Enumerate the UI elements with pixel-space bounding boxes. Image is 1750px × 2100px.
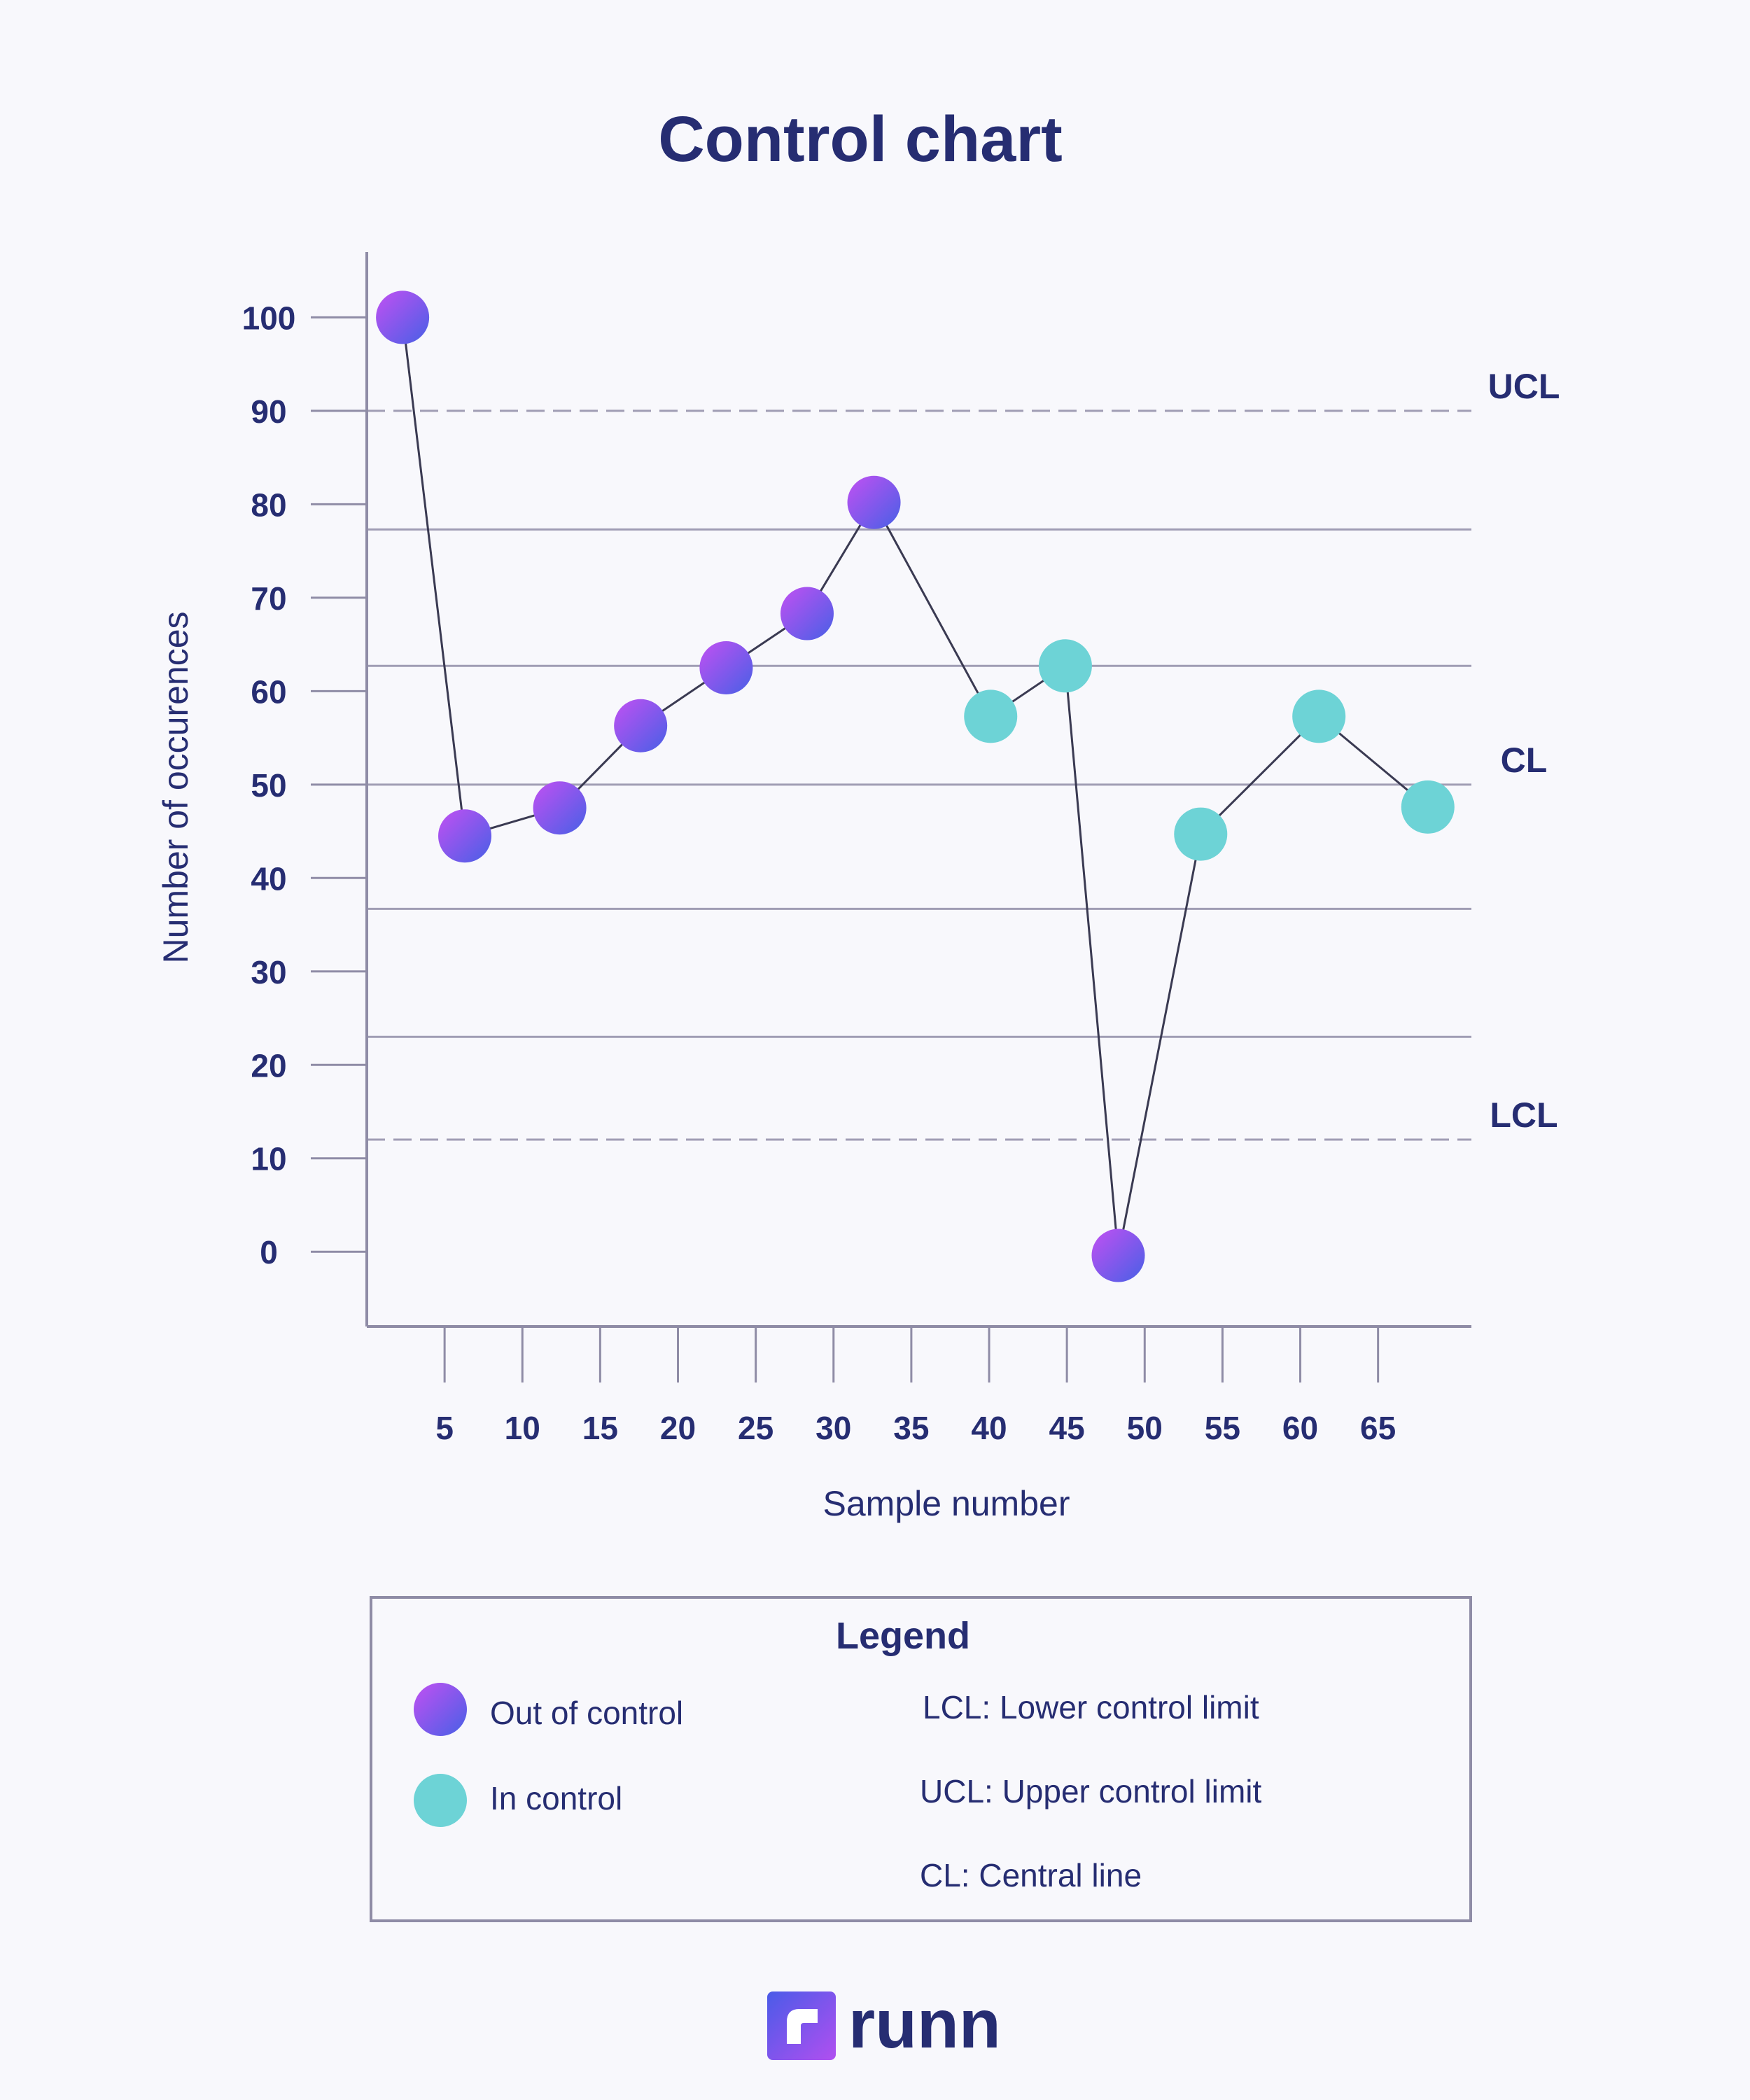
reference-lines — [367, 410, 1471, 1141]
y-tick-label-30: 30 — [251, 954, 286, 990]
legend-lcl-definition: LCL: Lower control limit — [923, 1689, 1259, 1726]
y-tick-label-0: 0 — [260, 1234, 278, 1270]
legend-out-of-control-marker — [414, 1683, 467, 1736]
runn-logo-glyph — [787, 2009, 818, 2044]
limit-labels: UCL CL LCL — [1488, 367, 1560, 1135]
x-tick-label-30: 30 — [816, 1410, 851, 1446]
series-segment-10 — [1117, 834, 1202, 1256]
series-segment-9 — [1064, 666, 1119, 1256]
y-tick-label-50: 50 — [251, 767, 286, 804]
brand-logo: runn — [767, 1985, 1001, 2062]
data-point-8-in-control — [964, 690, 1018, 743]
series-segment-7 — [873, 502, 992, 718]
data-points — [376, 290, 1455, 1282]
legend-cl-definition: CL: Central line — [920, 1857, 1142, 1893]
y-tick-label-20: 20 — [251, 1047, 286, 1084]
y-tick-label-80: 80 — [251, 486, 286, 523]
data-point-6-out-of-control — [780, 587, 834, 640]
legend-title: Legend — [836, 1615, 970, 1657]
chart-title: Control chart — [658, 104, 1063, 175]
x-tick-label-15: 15 — [582, 1410, 618, 1446]
x-tick-label-25: 25 — [738, 1410, 774, 1446]
series-segment-1 — [401, 317, 466, 836]
legend-in-control-label: In control — [490, 1780, 622, 1816]
x-tick-label-55: 55 — [1205, 1410, 1240, 1446]
x-tick-label-20: 20 — [660, 1410, 696, 1446]
y-tick-label-10: 10 — [251, 1141, 286, 1177]
legend-ucl-definition: UCL: Upper control limit — [920, 1773, 1261, 1809]
x-tick-label-35: 35 — [893, 1410, 929, 1446]
y-axis-ticks: 0 10 20 30 40 50 60 70 80 90 100 — [242, 300, 367, 1270]
x-tick-label-5: 5 — [435, 1410, 454, 1446]
data-point-4-out-of-control — [614, 699, 668, 752]
x-tick-label-60: 60 — [1282, 1410, 1318, 1446]
data-point-12-in-control — [1292, 690, 1346, 743]
y-tick-label-70: 70 — [251, 580, 286, 617]
x-tick-label-10: 10 — [505, 1410, 540, 1446]
x-axis-ticks: 5 10 15 20 25 30 35 40 45 50 55 60 65 — [435, 1326, 1396, 1446]
y-tick-label-90: 90 — [251, 393, 286, 430]
x-axis-label: Sample number — [823, 1484, 1070, 1523]
x-tick-label-65: 65 — [1360, 1410, 1396, 1446]
series-segment-11 — [1200, 715, 1320, 835]
data-point-3-out-of-control — [533, 781, 587, 835]
legend-out-of-control-label: Out of control — [490, 1695, 683, 1731]
data-point-1-out-of-control — [376, 290, 430, 344]
legend-box — [370, 1596, 1472, 1922]
data-point-9-in-control — [1038, 639, 1092, 693]
legend: Legend Out of control In control LCL: Lo… — [370, 1596, 1472, 1922]
legend-in-control-marker — [414, 1774, 467, 1827]
brand-name: runn — [848, 1985, 1001, 2062]
data-point-10-out-of-control — [1091, 1228, 1145, 1282]
limit-label-ucl: UCL — [1488, 367, 1560, 406]
data-point-2-out-of-control — [438, 809, 492, 863]
limit-label-cl: CL — [1501, 741, 1548, 780]
limit-label-lcl: LCL — [1490, 1096, 1558, 1135]
data-point-11-in-control — [1174, 807, 1228, 861]
data-point-13-in-control — [1401, 780, 1455, 834]
data-point-7-out-of-control — [847, 475, 901, 529]
x-tick-label-40: 40 — [971, 1410, 1007, 1446]
x-tick-label-45: 45 — [1049, 1410, 1085, 1446]
runn-logo-icon — [767, 1991, 836, 2060]
data-point-5-out-of-control — [699, 640, 753, 694]
y-tick-label-40: 40 — [251, 860, 286, 897]
x-tick-label-50: 50 — [1127, 1410, 1163, 1446]
y-axis-label: Number of occurences — [156, 611, 195, 963]
y-tick-label-100: 100 — [242, 300, 296, 336]
y-tick-label-60: 60 — [251, 673, 286, 710]
